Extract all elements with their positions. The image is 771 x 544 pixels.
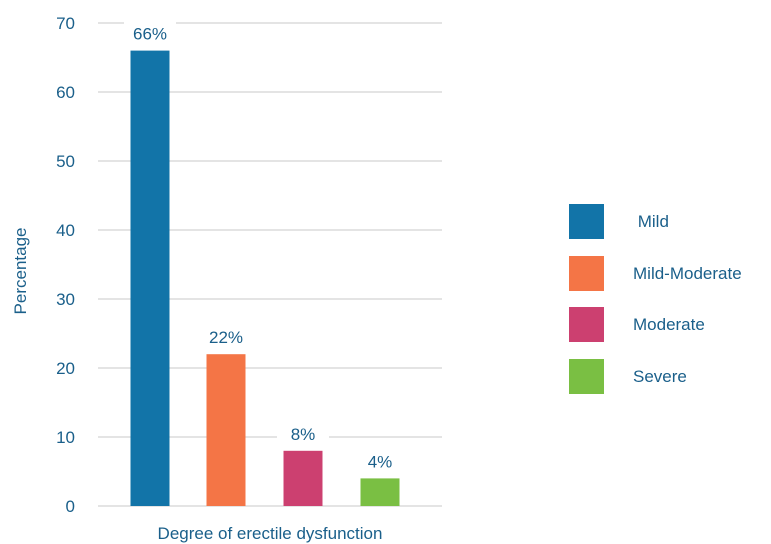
legend: Mild Mild-Moderate Moderate Severe [569,204,742,394]
bar-mild [130,50,170,506]
bar-label-bg-mild-moderate [200,325,252,348]
legend-label-severe: Severe [633,367,687,386]
legend-swatch-mild-moderate [569,256,604,291]
y-tick-label-10: 10 [56,428,75,447]
x-axis-title: Degree of erectile dysfunction [158,524,383,543]
legend-label-mild-moderate: Mild-Moderate [633,264,742,283]
y-tick-label-60: 60 [56,83,75,102]
bar-data-label-severe: 4% [368,452,393,471]
legend-swatch-moderate [569,307,604,342]
bar-data-labels: 66% 22% 8% 4% [124,21,406,472]
bars [130,50,400,506]
legend-swatch-severe [569,359,604,394]
y-axis-title: Percentage [11,228,30,315]
y-tick-label-50: 50 [56,152,75,171]
y-tick-label-0: 0 [66,497,75,516]
bar-label-bg-mild [124,21,176,44]
y-tick-label-20: 20 [56,359,75,378]
bar-data-label-mild-moderate: 22% [209,328,243,347]
bar-data-label-moderate: 8% [291,425,316,444]
bar-data-label-mild: 66% [133,25,167,44]
bar-moderate [283,450,323,506]
bar-label-bg-moderate [277,421,329,444]
legend-swatch-mild [569,204,604,239]
y-axis-ticks: 0 10 20 30 40 50 60 70 [56,14,75,516]
legend-label-mild: Mild [633,212,669,231]
y-tick-label-70: 70 [56,14,75,33]
y-tick-label-30: 30 [56,290,75,309]
legend-label-moderate: Moderate [633,315,705,334]
bar-severe [360,478,400,506]
y-tick-label-40: 40 [56,221,75,240]
bar-label-bg-severe [354,449,406,472]
bar-mild-moderate [206,354,246,506]
